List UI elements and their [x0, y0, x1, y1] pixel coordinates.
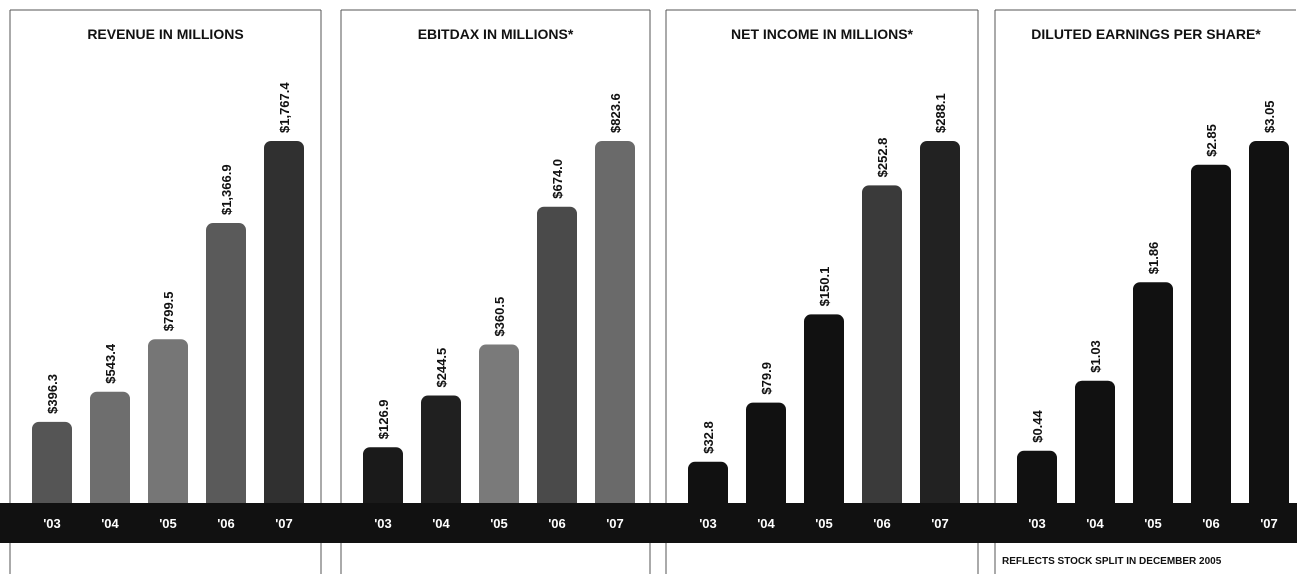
tick-label: '07: [275, 516, 293, 531]
tick-label: '05: [159, 516, 177, 531]
data-label: $32.8: [701, 421, 716, 454]
data-label: $2.85: [1204, 124, 1219, 157]
chart-panel: EBITDAX IN MILLIONS* $126.9 $244.5 $360.5 $6…: [340, 9, 651, 574]
data-label: $3.05: [1262, 100, 1277, 133]
data-label: $150.1: [817, 267, 832, 307]
tick-label: '07: [606, 516, 624, 531]
data-label: $823.6: [608, 93, 623, 133]
data-label: $1.86: [1146, 242, 1161, 275]
data-label: $1.03: [1088, 340, 1103, 373]
data-label: $79.9: [759, 362, 774, 395]
data-label: $0.44: [1030, 409, 1045, 442]
bar: [537, 206, 577, 511]
bar: [688, 461, 728, 511]
data-label: $396.3: [45, 374, 60, 414]
bar: [746, 402, 786, 511]
tick-label: '03: [43, 516, 61, 531]
bar: [32, 421, 72, 511]
tick-label: '06: [873, 516, 891, 531]
tick-label: '04: [757, 516, 775, 531]
tick-label: '03: [374, 516, 392, 531]
data-label: $1,366.9: [219, 164, 234, 215]
data-label: $799.5: [161, 291, 176, 331]
bar: [920, 141, 960, 511]
bar: [479, 344, 519, 511]
tick-label: '06: [548, 516, 566, 531]
bar: [804, 314, 844, 511]
chart-title: REVENUE IN MILLIONS: [87, 26, 243, 42]
bar: [1191, 164, 1231, 511]
chart-panel: NET INCOME IN MILLIONS* $32.8 $79.9 $150.1 $…: [665, 9, 979, 574]
tick-label: '04: [1086, 516, 1104, 531]
bar: [595, 141, 635, 511]
bar: [862, 185, 902, 511]
tick-label: '05: [815, 516, 833, 531]
data-label: $252.8: [875, 138, 890, 178]
bar: [148, 339, 188, 511]
chart-title: EBITDAX IN MILLIONS*: [418, 26, 574, 42]
tick-label: '05: [1144, 516, 1162, 531]
chart-title: NET INCOME IN MILLIONS*: [731, 26, 914, 42]
tick-label: '06: [1202, 516, 1220, 531]
data-label: $674.0: [550, 159, 565, 199]
tick-label: '05: [490, 516, 508, 531]
data-label: $288.1: [933, 93, 948, 133]
tick-label: '03: [1028, 516, 1046, 531]
tick-label: '07: [1260, 516, 1278, 531]
bar: [363, 447, 403, 511]
data-label: $126.9: [376, 399, 391, 439]
tick-label: '07: [931, 516, 949, 531]
bar: [1017, 450, 1057, 511]
data-label: $1,767.4: [277, 82, 292, 133]
tick-label: '04: [432, 516, 450, 531]
chart-panel: DILUTED EARNINGS PER SHARE* $0.44 $1.03 $1.…: [994, 9, 1296, 574]
tick-label: '06: [217, 516, 235, 531]
bar: [1249, 141, 1289, 511]
tick-label: '04: [101, 516, 119, 531]
bar: [264, 141, 304, 511]
bar: [1075, 380, 1115, 511]
tick-label: '03: [699, 516, 717, 531]
panels-layer: REVENUE IN MILLIONS $396.3 $543.4 $799.5 $1,…: [9, 9, 1296, 574]
bar: [1133, 282, 1173, 511]
chart-panel: REVENUE IN MILLIONS $396.3 $543.4 $799.5 $1,…: [9, 9, 322, 574]
bar: [206, 223, 246, 511]
chart-title: DILUTED EARNINGS PER SHARE*: [1031, 26, 1261, 42]
data-label: $360.5: [492, 297, 507, 337]
bar: [421, 395, 461, 511]
bar: [90, 391, 130, 511]
ticks-layer: '03 '04 '05 '06 '07 '03 '04 '05 '06 '07 '03 '04 '05 '…: [43, 516, 1278, 531]
footnote: REFLECTS STOCK SPLIT IN DECEMBER 2005: [1002, 556, 1222, 567]
data-label: $543.4: [103, 343, 118, 384]
x-axis-band: [0, 503, 1297, 543]
data-label: $244.5: [434, 348, 449, 388]
